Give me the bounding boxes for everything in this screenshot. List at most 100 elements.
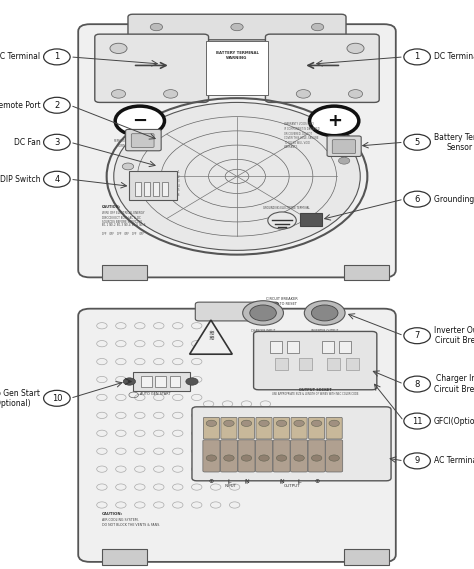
FancyBboxPatch shape	[309, 418, 325, 439]
FancyBboxPatch shape	[332, 140, 356, 154]
Circle shape	[231, 23, 243, 31]
Bar	[170, 376, 180, 387]
Text: CHARGER INPUT
PROTECT: CHARGER INPUT PROTECT	[251, 329, 275, 337]
Circle shape	[123, 378, 136, 385]
Circle shape	[44, 97, 70, 113]
Bar	[299, 358, 312, 370]
Text: 5: 5	[414, 138, 420, 147]
Circle shape	[276, 455, 287, 461]
Circle shape	[404, 134, 430, 150]
Text: N: N	[244, 479, 249, 484]
Bar	[287, 341, 299, 353]
Circle shape	[404, 49, 430, 65]
FancyBboxPatch shape	[327, 136, 361, 156]
Circle shape	[329, 455, 339, 461]
Circle shape	[329, 420, 339, 427]
FancyBboxPatch shape	[206, 42, 268, 96]
Circle shape	[311, 420, 322, 427]
Text: RJ11 Remote Port: RJ11 Remote Port	[0, 101, 40, 110]
FancyBboxPatch shape	[238, 440, 255, 472]
Circle shape	[311, 455, 322, 461]
Text: ⊕: ⊕	[209, 479, 214, 484]
Text: DC Fan: DC Fan	[14, 138, 40, 147]
Text: 9: 9	[414, 456, 420, 465]
Circle shape	[115, 106, 164, 136]
Circle shape	[304, 300, 345, 325]
Text: Grounding Terminal: Grounding Terminal	[434, 195, 474, 204]
Circle shape	[111, 90, 126, 98]
Text: 1: 1	[414, 52, 420, 61]
FancyBboxPatch shape	[326, 418, 342, 439]
Text: 1: 1	[54, 52, 60, 61]
Circle shape	[164, 90, 178, 98]
FancyBboxPatch shape	[344, 265, 389, 281]
Circle shape	[294, 455, 304, 461]
Text: WIRE OFF ELECTRICAL ENERGY
DISCONNECT BOTH AC & DC
SOURCES BEFORE SERVICING: WIRE OFF ELECTRICAL ENERGY DISCONNECT BO…	[102, 211, 145, 224]
FancyBboxPatch shape	[273, 440, 290, 472]
Text: L: L	[298, 481, 300, 485]
Text: Inverter Output
Circuit Breaker: Inverter Output Circuit Breaker	[434, 326, 474, 345]
FancyBboxPatch shape	[255, 440, 273, 472]
Circle shape	[243, 300, 283, 325]
Text: CAUTION:: CAUTION:	[102, 512, 123, 516]
FancyBboxPatch shape	[203, 418, 219, 439]
Circle shape	[311, 23, 324, 31]
Text: REMOTE
PORT: REMOTE PORT	[113, 139, 126, 148]
Text: OUTPUT: OUTPUT	[284, 484, 301, 488]
Circle shape	[347, 43, 364, 53]
Text: Auto Gen Start
(Optional): Auto Gen Start (Optional)	[0, 389, 40, 408]
Circle shape	[404, 413, 430, 429]
Text: OFF  OFF  OFF  OFF  OFF  OFF: OFF OFF OFF OFF OFF OFF	[102, 232, 144, 236]
Text: BATTERY TERMINAL
WARNING: BATTERY TERMINAL WARNING	[216, 51, 258, 60]
Text: INVERTER OUTPUT
PROTECT: INVERTER OUTPUT PROTECT	[311, 329, 338, 337]
Text: OUTPUT SOCKET: OUTPUT SOCKET	[299, 388, 331, 392]
Circle shape	[44, 134, 70, 150]
Text: Battery Temp
Sensor: Battery Temp Sensor	[434, 133, 474, 152]
Circle shape	[206, 455, 217, 461]
Text: INPUT: INPUT	[225, 484, 237, 488]
Text: L: L	[228, 481, 230, 485]
FancyBboxPatch shape	[126, 130, 161, 151]
Text: CAUTION:: CAUTION:	[102, 205, 121, 209]
Text: −: −	[132, 112, 147, 130]
Polygon shape	[190, 320, 232, 354]
Text: 3: 3	[54, 138, 60, 147]
Circle shape	[224, 455, 234, 461]
FancyBboxPatch shape	[131, 134, 154, 147]
FancyBboxPatch shape	[254, 331, 377, 390]
Text: DC Terminal: DC Terminal	[434, 52, 474, 61]
Circle shape	[122, 163, 134, 170]
Circle shape	[110, 43, 127, 53]
FancyBboxPatch shape	[133, 372, 190, 391]
Circle shape	[296, 90, 310, 98]
Text: ⊕: ⊕	[314, 479, 319, 484]
Text: AC Terminal: AC Terminal	[434, 456, 474, 465]
Text: N: N	[279, 479, 284, 484]
FancyBboxPatch shape	[273, 418, 290, 439]
FancyBboxPatch shape	[129, 171, 177, 200]
Text: 2: 2	[54, 101, 60, 110]
Circle shape	[348, 90, 363, 98]
Text: 7: 7	[414, 331, 420, 340]
FancyBboxPatch shape	[220, 440, 237, 472]
FancyBboxPatch shape	[326, 440, 343, 472]
Bar	[155, 376, 166, 387]
Circle shape	[186, 378, 198, 385]
Text: 8: 8	[414, 380, 420, 389]
Text: GFCI(Optional): GFCI(Optional)	[434, 417, 474, 426]
Circle shape	[404, 328, 430, 344]
Circle shape	[311, 305, 338, 321]
Circle shape	[224, 420, 234, 427]
FancyBboxPatch shape	[78, 308, 396, 562]
Circle shape	[294, 420, 304, 427]
Circle shape	[259, 420, 269, 427]
FancyBboxPatch shape	[195, 302, 279, 321]
FancyBboxPatch shape	[221, 418, 237, 439]
Text: 11: 11	[412, 417, 422, 426]
FancyBboxPatch shape	[102, 265, 147, 281]
Circle shape	[150, 23, 163, 31]
Bar	[153, 182, 159, 196]
Text: WARRANTY VOIDS ONLY
IF COMPONENT IS DAMAGED
OR COVERED. DO NOT
COVER THIS HOLE. : WARRANTY VOIDS ONLY IF COMPONENT IS DAMA…	[284, 122, 320, 149]
Circle shape	[259, 455, 269, 461]
Circle shape	[310, 106, 359, 136]
